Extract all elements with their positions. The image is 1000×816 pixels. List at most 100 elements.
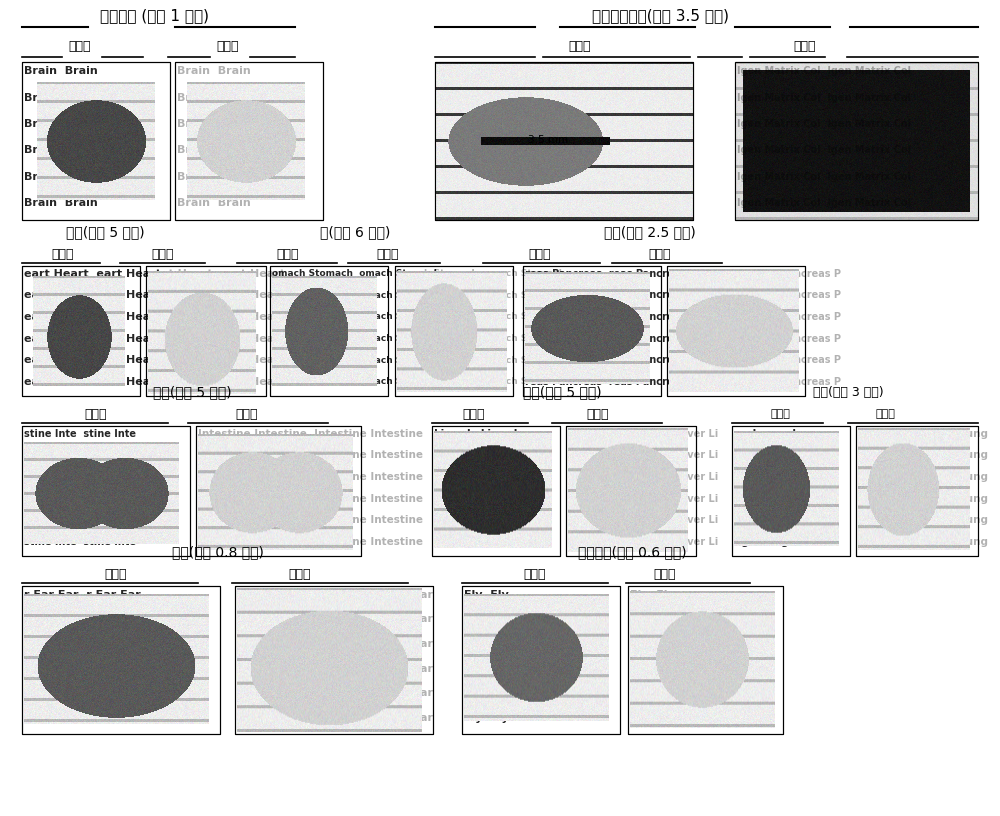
Text: Liver Liver Li  Liver Liver Li: Liver Liver Li Liver Liver Li [568,472,718,482]
Text: omach Stomach  omach Stomach: omach Stomach omach Stomach [272,313,440,322]
Text: llagen Matrix C  llagen Matrix C: llagen Matrix C llagen Matrix C [437,171,623,181]
Text: r Ear Ear  r Ear Ear: r Ear Ear r Ear Ear [24,639,141,649]
Text: Brain  Brain: Brain Brain [177,171,251,181]
Text: Brain  Brain: Brain Brain [177,198,251,208]
Text: eart Heart  eart Heart: eart Heart eart Heart [24,268,161,278]
Text: Lung Lung  Lung Lung: Lung Lung Lung Lung [858,537,988,547]
Text: 处理后: 处理后 [289,567,311,580]
Text: Fly  Fly: Fly Fly [464,713,509,723]
Text: Ear Ear Ear Ear  Ear Ear Ear Ear: Ear Ear Ear Ear Ear Ear Ear Ear [237,689,433,698]
Text: 耳朵(厚度 0.8 毫米): 耳朵(厚度 0.8 毫米) [172,545,264,559]
Text: omach Stomach  omach Stomach: omach Stomach omach Stomach [272,290,440,299]
Text: lgen Matrix Col  lgen Matrix Col: lgen Matrix Col lgen Matrix Col [737,171,911,181]
Bar [395,266,513,396]
Text: 肺脏(厚度 3 毫米): 肺脏(厚度 3 毫米) [813,385,883,398]
Text: eas Pancreas P  eas Pancreas P: eas Pancreas P eas Pancreas P [669,268,841,278]
Bar [667,266,805,396]
Bar [523,266,661,396]
Bar [22,266,140,396]
Text: eart Heart  eart Heart: eart Heart eart Heart [148,268,285,278]
Text: llagen Matrix C  llagen Matrix C: llagen Matrix C llagen Matrix C [437,66,623,76]
Text: ng Lu  ng Lu: ng Lu ng Lu [734,428,806,438]
Text: lgen Matrix Col  lgen Matrix Col: lgen Matrix Col lgen Matrix Col [737,119,911,129]
Text: stine Inte  stine Inte: stine Inte stine Inte [24,515,136,526]
Bar [395,266,513,396]
Text: 处理后: 处理后 [649,247,671,260]
Text: Brain  Brain: Brain Brain [24,92,98,103]
Text: stine Inte  stine Inte: stine Inte stine Inte [24,450,136,460]
Text: 3.5 mm: 3.5 mm [528,135,569,145]
Text: reas Pancreas  reas Pancreas: reas Pancreas reas Pancreas [525,268,686,278]
Bar [22,266,140,396]
Text: Brain  Brain: Brain Brain [177,66,251,76]
Text: eart Heart  eart Heart: eart Heart eart Heart [24,334,161,344]
Text: Liver L  Liver L: Liver L Liver L [434,494,520,503]
Text: 处理后: 处理后 [875,409,895,419]
Bar [196,426,361,556]
Text: Liver L  Liver L: Liver L Liver L [434,472,520,482]
Bar [462,586,620,734]
Text: Ear Ear Ear Ear  Ear Ear Ear Ear: Ear Ear Ear Ear Ear Ear Ear Ear [237,590,433,600]
Text: Lung Lung  Lung Lung: Lung Lung Lung Lung [858,472,988,482]
Bar [435,62,693,220]
Text: 胃(厚度 6 毫米): 胃(厚度 6 毫米) [320,225,390,239]
Text: stine Inte  stine Inte: stine Inte stine Inte [24,537,136,547]
Text: Lung Lung  Lung Lung: Lung Lung Lung Lung [858,515,988,526]
Text: reas Pancreas  reas Pancreas: reas Pancreas reas Pancreas [525,312,686,322]
Text: 处理后: 处理后 [217,39,239,52]
Text: Brain  Brain: Brain Brain [24,198,98,208]
Text: lgen Matrix Col  lgen Matrix Col: lgen Matrix Col lgen Matrix Col [737,92,911,103]
Text: Fly  Fly: Fly Fly [464,614,509,624]
Bar [566,426,696,556]
Bar [270,266,388,396]
Text: ng Lu  ng Lu: ng Lu ng Lu [734,515,806,526]
Text: 小肠(厚度 5 毫米): 小肠(厚度 5 毫米) [153,385,231,399]
Text: stine Inte  stine Inte: stine Inte stine Inte [24,472,136,482]
Text: Fly  Fly: Fly Fly [630,590,675,600]
Text: Ear Ear Ear Ear  Ear Ear Ear Ear: Ear Ear Ear Ear Ear Ear Ear Ear [237,663,433,674]
Text: llagen Matrix C  llagen Matrix C: llagen Matrix C llagen Matrix C [437,92,623,103]
Text: Liver L  Liver L: Liver L Liver L [434,515,520,526]
Text: 处理前: 处理前 [105,567,127,580]
Text: eart Heart  eart Heart: eart Heart eart Heart [148,290,285,300]
Text: eas Pancreas P  eas Pancreas P: eas Pancreas P eas Pancreas P [669,355,841,366]
Text: omach Stomach  omach Stomach: omach Stomach omach Stomach [397,378,565,387]
Text: Liver Liver Li  Liver Liver Li: Liver Liver Li Liver Liver Li [568,450,718,460]
Bar [435,62,693,220]
Text: Liver Liver Li  Liver Liver Li: Liver Liver Li Liver Liver Li [568,428,718,438]
Text: ng Lu  ng Lu: ng Lu ng Lu [734,494,806,503]
Text: Fly  Fly: Fly Fly [630,713,675,723]
Text: Brain  Brain: Brain Brain [177,119,251,129]
Text: omach Stomach  omach Stomach: omach Stomach omach Stomach [397,313,565,322]
Text: llagen Matrix C  llagen Matrix C: llagen Matrix C llagen Matrix C [437,198,623,208]
Text: 处理前: 处理前 [277,247,299,260]
Bar [732,426,850,556]
Bar [22,62,170,220]
Text: eart Heart  eart Heart: eart Heart eart Heart [148,312,285,322]
Bar [628,586,783,734]
Text: Fly  Fly: Fly Fly [464,689,509,698]
Text: Lung Lung  Lung Lung: Lung Lung Lung Lung [858,450,988,460]
Text: eart Heart  eart Heart: eart Heart eart Heart [148,334,285,344]
Text: Liver Liver Li  Liver Liver Li: Liver Liver Li Liver Liver Li [568,515,718,526]
Text: omach Stomach  omach Stomach: omach Stomach omach Stomach [272,269,440,278]
Text: eas Pancreas P  eas Pancreas P: eas Pancreas P eas Pancreas P [669,334,841,344]
Text: stine Inte  stine Inte: stine Inte stine Inte [24,494,136,503]
Bar [22,586,220,734]
Text: r Ear Ear  r Ear Ear: r Ear Ear r Ear Ear [24,590,141,600]
Text: eart Heart  eart Heart: eart Heart eart Heart [148,355,285,366]
Text: 处理后: 处理后 [794,39,816,52]
Text: ng Lu  ng Lu: ng Lu ng Lu [734,450,806,460]
Text: Brain  Brain: Brain Brain [24,171,98,181]
Bar [235,586,433,734]
Text: reas Pancreas  reas Pancreas: reas Pancreas reas Pancreas [525,290,686,300]
Bar [432,426,560,556]
Text: 处理前: 处理前 [529,247,551,260]
Text: 处理前: 处理前 [770,409,790,419]
Text: lgen Matrix Col  lgen Matrix Col: lgen Matrix Col lgen Matrix Col [737,66,911,76]
Text: omach Stomach  omach Stomach: omach Stomach omach Stomach [272,356,440,365]
Text: Liver L  Liver L: Liver L Liver L [434,428,520,438]
Text: 处理前: 处理前 [52,247,74,260]
Text: eart Heart  eart Heart: eart Heart eart Heart [24,355,161,366]
Text: 胰脏(厚度 2.5 毫米): 胰脏(厚度 2.5 毫米) [604,225,696,239]
